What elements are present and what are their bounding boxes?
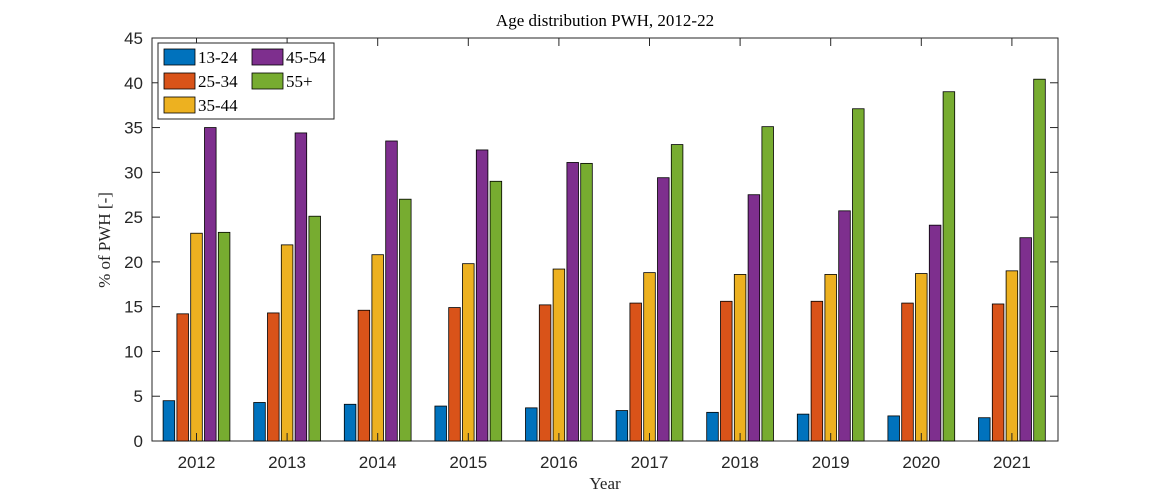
y-tick-label: 45 [124, 29, 143, 48]
y-tick-label: 20 [124, 253, 143, 272]
bar-4554-2013 [294, 132, 308, 442]
bars-group [162, 78, 1046, 442]
bar-3544-2020 [915, 273, 928, 442]
bar-2534-2013 [267, 312, 280, 442]
bar-55-2017 [670, 144, 684, 442]
x-tick-label: 2017 [631, 453, 669, 472]
bar-3544-2015 [462, 263, 475, 442]
bar-55-2012 [217, 231, 231, 442]
bar-1324-2012 [162, 400, 176, 442]
legend-label: 55+ [286, 72, 313, 91]
legend: 13-24 25-34 35-44 45-54 55+ [157, 42, 335, 120]
bar-2534-2017 [629, 302, 642, 442]
bar-3544-2014 [371, 254, 384, 442]
x-tick-label: 2016 [540, 453, 578, 472]
legend-swatch [163, 48, 196, 66]
bar-1324-2014 [343, 403, 357, 442]
legend-label: 13-24 [198, 48, 238, 67]
x-tick-label: 2018 [721, 453, 759, 472]
chart-title: Age distribution PWH, 2012-22 [496, 11, 714, 30]
bar-55-2020 [942, 91, 956, 442]
x-tick-label: 2020 [902, 453, 940, 472]
bar-55-2021 [1033, 78, 1046, 442]
y-tick-label: 0 [134, 432, 143, 451]
bar-1324-2018 [706, 411, 719, 442]
bar-55-2013 [308, 215, 321, 442]
bar-1324-2013 [253, 402, 266, 442]
bar-1324-2021 [978, 417, 991, 442]
x-tick-label: 2015 [449, 453, 487, 472]
bar-3544-2018 [733, 274, 747, 442]
y-tick-label: 5 [134, 387, 143, 406]
y-tick-label: 25 [124, 208, 143, 227]
bar-2534-2016 [538, 304, 552, 442]
bar-1324-2019 [796, 413, 810, 442]
bar-4554-2016 [566, 162, 579, 442]
bar-55-2019 [852, 108, 865, 442]
bar-3544-2021 [1005, 270, 1019, 442]
bar-4554-2012 [204, 127, 217, 442]
x-tick-label: 2021 [993, 453, 1031, 472]
bar-2534-2014 [357, 309, 371, 442]
y-axis-label: % of PWH [-] [95, 192, 114, 288]
bar-3544-2016 [552, 268, 566, 442]
bar-1324-2016 [525, 407, 538, 442]
legend-swatch [251, 72, 284, 90]
y-tick-label: 30 [124, 163, 143, 182]
y-tick-label: 10 [124, 342, 143, 361]
legend-swatch [251, 48, 284, 66]
bar-2534-2018 [720, 300, 733, 442]
bar-4554-2021 [1019, 237, 1032, 442]
bar-4554-2014 [385, 140, 398, 442]
legend-label: 45-54 [286, 48, 326, 67]
bar-55-2015 [489, 180, 503, 442]
y-tick-label: 35 [124, 119, 143, 138]
axis-ticks: 2012 2013 2014 2015 2016 2017 2018 2019 2020 2021… [124, 29, 1058, 472]
bar-4554-2017 [657, 177, 670, 442]
y-tick-label: 15 [124, 298, 143, 317]
bar-2534-2021 [991, 303, 1005, 442]
bar-1324-2015 [434, 405, 447, 442]
x-tick-label: 2014 [359, 453, 397, 472]
legend-swatch [163, 72, 196, 90]
legend-label: 35-44 [198, 96, 238, 115]
x-tick-label: 2013 [268, 453, 306, 472]
bar-55-2018 [761, 126, 774, 442]
bar-3544-2012 [190, 232, 203, 442]
bar-2534-2019 [810, 300, 824, 442]
x-tick-label: 2012 [178, 453, 216, 472]
bar-55-2016 [580, 162, 593, 442]
bar-2534-2012 [176, 313, 189, 442]
bar-3544-2017 [643, 272, 656, 442]
x-axis-label: Year [589, 474, 621, 493]
legend-swatch [163, 96, 196, 114]
bar-4554-2020 [928, 224, 942, 442]
bar-4554-2019 [838, 210, 851, 442]
x-tick-label: 2019 [812, 453, 850, 472]
bar-1324-2020 [887, 415, 900, 442]
bar-4554-2018 [747, 194, 761, 442]
bar-2534-2015 [448, 307, 461, 442]
bar-4554-2015 [475, 149, 489, 442]
legend-label: 25-34 [198, 72, 238, 91]
bar-2534-2020 [901, 302, 914, 442]
bar-1324-2017 [615, 410, 629, 442]
bar-3544-2013 [280, 244, 294, 442]
bar-55-2014 [399, 198, 412, 442]
y-tick-label: 40 [124, 74, 143, 93]
bar-3544-2019 [824, 274, 837, 442]
